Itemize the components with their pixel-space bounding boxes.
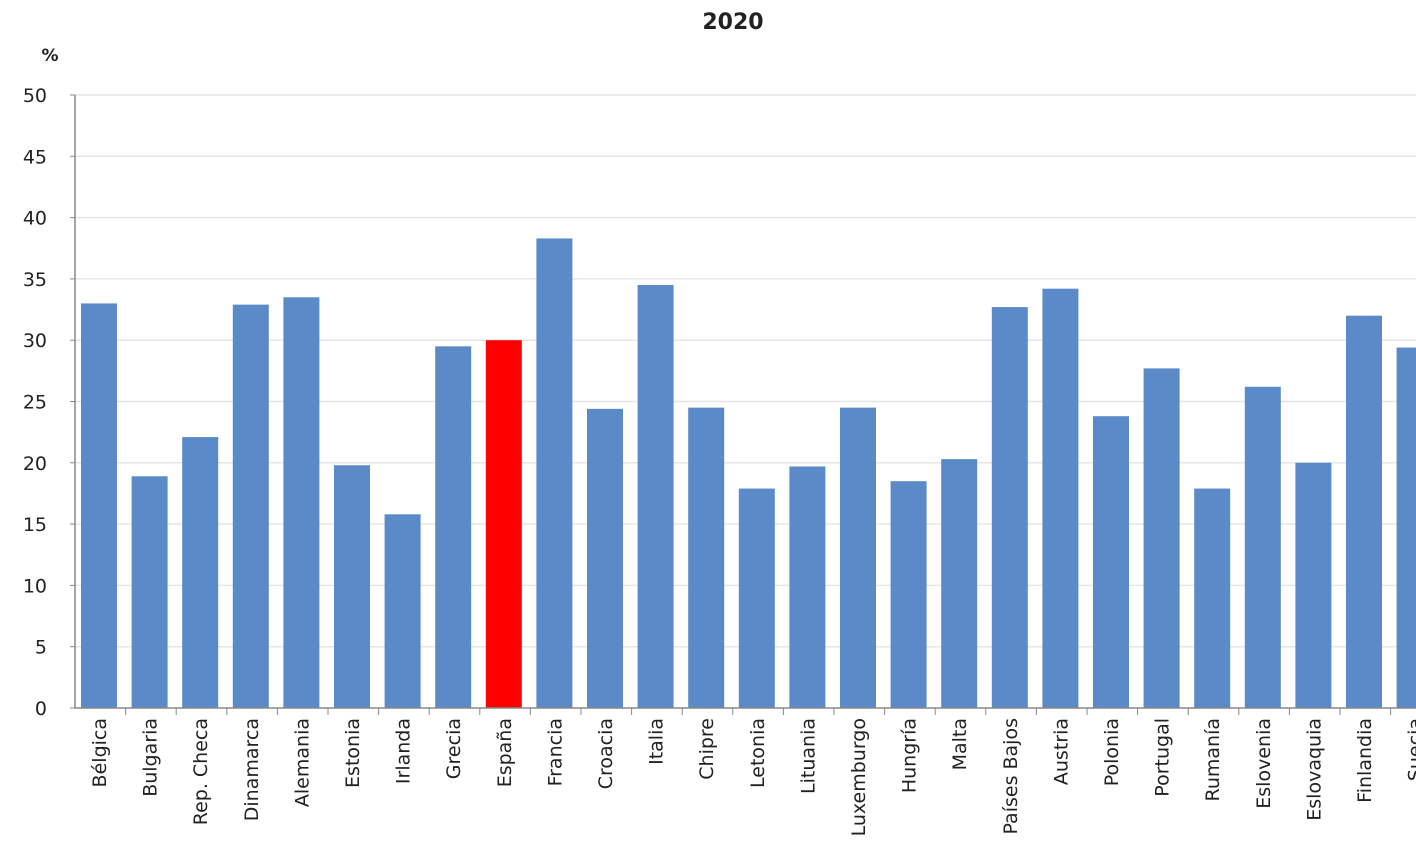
bar-dinamarca: [232, 304, 269, 708]
y-tick-label: 5: [35, 637, 47, 659]
bar-chipre: [688, 407, 725, 708]
bar-bulgaria: [131, 476, 168, 708]
x-category-label: Letonia: [747, 718, 769, 788]
y-tick-label: 45: [23, 146, 47, 168]
x-category-label: Rep. Checa: [190, 718, 212, 825]
bar-austria: [1042, 288, 1079, 708]
x-category-label: Portugal: [1152, 718, 1174, 797]
bar-bélgica: [81, 303, 117, 708]
axes: [74, 95, 1416, 709]
x-category-label: Rumanía: [1202, 718, 1224, 802]
y-tick-label: 25: [23, 392, 47, 414]
bar-croacia: [587, 408, 623, 708]
x-category-label: Hungría: [899, 718, 921, 793]
bar-rep-checa: [182, 437, 219, 708]
x-category-label: Países Bajos: [1000, 718, 1022, 835]
x-category-label: Finlandia: [1354, 718, 1376, 803]
x-category-label: Bélgica: [89, 718, 111, 787]
x-category-label: Francia: [544, 718, 566, 786]
x-category-label: Irlanda: [393, 718, 415, 784]
bar-irlanda: [384, 514, 421, 708]
bar-españa: [485, 340, 522, 708]
bar-finlandia: [1346, 315, 1382, 708]
x-category-label: Bulgaria: [140, 718, 162, 797]
x-category-label: Eslovaquia: [1303, 718, 1325, 821]
bars: [81, 238, 1416, 708]
bar-eslovaquia: [1295, 462, 1332, 708]
bar-luxemburgo: [840, 407, 876, 708]
bar-letonia: [738, 488, 775, 708]
x-category-label: Austria: [1050, 718, 1072, 785]
x-category-label: Grecia: [443, 718, 465, 779]
y-tick-label: 0: [35, 698, 47, 720]
bar-alemania: [283, 297, 320, 708]
x-category-label: Polonia: [1101, 718, 1123, 786]
y-tick-label: 35: [23, 269, 47, 291]
x-category-label: Luxemburgo: [848, 718, 870, 836]
bar-francia: [536, 238, 573, 708]
x-category-label: Eslovenia: [1253, 718, 1275, 809]
bar-suecia: [1396, 347, 1416, 708]
bar-portugal: [1143, 368, 1180, 708]
x-category-label: Dinamarca: [241, 718, 263, 821]
y-axis-unit-label: %: [41, 46, 58, 66]
chart-title: 2020: [702, 10, 763, 35]
bar-estonia: [334, 465, 370, 708]
bar-países-bajos: [991, 307, 1028, 708]
bar-malta: [941, 459, 978, 708]
x-category-label: Estonia: [342, 718, 364, 788]
x-category-label: Italia: [646, 718, 668, 765]
x-category-label: Malta: [949, 718, 971, 770]
y-tick-label: 10: [23, 575, 47, 597]
y-tick-label: 20: [23, 453, 47, 475]
x-category-label: Alemania: [291, 718, 313, 807]
x-category-label: Lituania: [797, 718, 819, 794]
y-tick-label: 40: [23, 208, 47, 230]
y-axis-ticks: 0 5 10 15 20 25 30 35 40 45 50: [23, 85, 75, 720]
y-tick-label: 15: [23, 514, 47, 536]
y-tick-label: 50: [23, 85, 47, 107]
bar-lituania: [789, 466, 826, 708]
bar-hungría: [890, 481, 927, 708]
bar-eslovenia: [1244, 386, 1281, 708]
bar-italia: [637, 285, 674, 708]
x-category-label: Chipre: [696, 718, 718, 780]
bar-polonia: [1093, 416, 1129, 708]
x-axis-categories: Bélgica Bulgaria Rep. Checa Dinamarca Aleman…: [89, 708, 1416, 836]
x-category-label: Suecia: [1405, 718, 1416, 781]
y-tick-label: 30: [23, 330, 47, 352]
bar-grecia: [435, 346, 472, 708]
x-category-label: España: [494, 718, 516, 787]
x-category-label: Croacia: [595, 718, 617, 789]
bar-rumanía: [1194, 488, 1231, 708]
